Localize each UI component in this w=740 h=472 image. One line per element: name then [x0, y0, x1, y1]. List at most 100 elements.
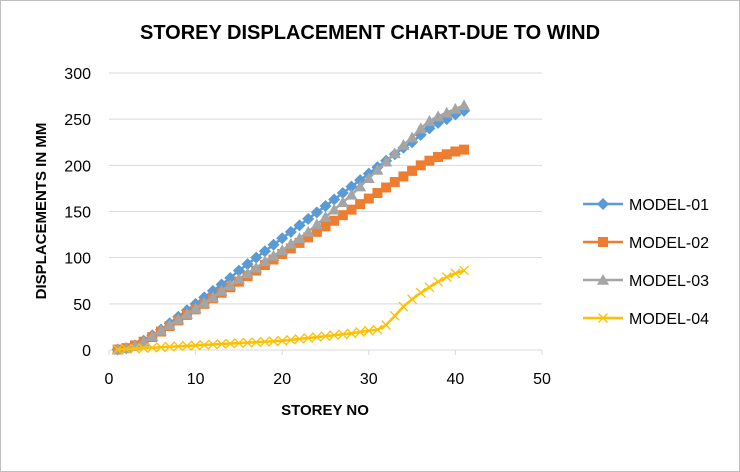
- data-point: [190, 340, 201, 351]
- data-point: [284, 237, 297, 249]
- data-point: [206, 291, 219, 303]
- data-point: [458, 99, 471, 111]
- data-point: [319, 199, 332, 212]
- data-point: [336, 187, 349, 200]
- data-point: [355, 327, 366, 337]
- data-point: [433, 152, 444, 163]
- data-point: [363, 325, 374, 336]
- data-point: [303, 232, 314, 243]
- series-model-02: [112, 144, 470, 355]
- data-point: [233, 338, 244, 349]
- data-point: [329, 215, 340, 226]
- data-point: [398, 171, 409, 182]
- legend-label: MODEL-04: [629, 311, 709, 328]
- data-point: [147, 342, 158, 353]
- x-tick-label: 30: [360, 371, 378, 388]
- legend-marker: [598, 313, 608, 323]
- data-point: [407, 165, 418, 176]
- data-point: [406, 131, 419, 143]
- data-point: [258, 245, 271, 258]
- data-point: [441, 149, 452, 160]
- legend-item: MODEL-04: [583, 311, 709, 328]
- data-point: [189, 302, 202, 314]
- data-point: [320, 331, 331, 342]
- data-point: [138, 343, 149, 354]
- y-tick-label: 0: [82, 343, 91, 360]
- data-point: [337, 210, 348, 221]
- data-point: [388, 147, 401, 159]
- data-point: [389, 176, 400, 187]
- x-tick-label: 0: [105, 371, 114, 388]
- data-point: [224, 279, 237, 291]
- data-point: [424, 282, 435, 293]
- series-model-04: [112, 265, 470, 355]
- series-model-03: [111, 99, 471, 355]
- data-point: [329, 330, 340, 341]
- legend-marker: [597, 274, 609, 285]
- data-point: [310, 206, 323, 219]
- data-point: [397, 139, 410, 150]
- y-tick-label: 300: [64, 66, 91, 83]
- data-point: [180, 307, 193, 319]
- data-point: [414, 122, 427, 134]
- legend-item: MODEL-02: [583, 235, 709, 252]
- data-point: [172, 313, 185, 325]
- data-point: [415, 160, 426, 171]
- data-point: [225, 338, 236, 349]
- y-tick-label: 250: [64, 112, 91, 129]
- data-point: [372, 188, 383, 199]
- data-point: [345, 180, 358, 193]
- data-point: [407, 294, 418, 305]
- data-point: [293, 232, 306, 244]
- x-tick-label: 10: [187, 371, 205, 388]
- data-point: [336, 196, 349, 208]
- data-point: [216, 339, 227, 349]
- gridlines: [109, 72, 542, 305]
- data-point: [137, 335, 150, 347]
- data-point: [173, 341, 184, 352]
- data-point: [285, 334, 296, 345]
- x-tick-label: 50: [533, 371, 551, 388]
- chart-title: STOREY DISPLACEMENT CHART-DUE TO WIND: [140, 22, 600, 44]
- legend-item: MODEL-03: [583, 273, 709, 290]
- data-point: [181, 340, 192, 351]
- data-point: [449, 103, 462, 114]
- legend-marker: [597, 198, 609, 210]
- data-point: [268, 336, 279, 347]
- y-tick-label: 50: [73, 297, 91, 314]
- data-point: [337, 329, 348, 340]
- data-point: [241, 258, 254, 271]
- data-point: [423, 115, 436, 126]
- data-point: [450, 146, 461, 157]
- data-point: [355, 199, 366, 210]
- data-point: [215, 278, 228, 291]
- x-tick-label: 20: [273, 371, 291, 388]
- data-point: [112, 344, 123, 355]
- data-point: [277, 335, 288, 346]
- data-point: [328, 193, 341, 206]
- data-point: [163, 319, 176, 330]
- legend-label: MODEL-01: [629, 197, 709, 214]
- data-point: [207, 339, 218, 350]
- data-point: [381, 320, 392, 331]
- data-point: [432, 110, 445, 122]
- data-point: [250, 261, 263, 273]
- data-point: [415, 287, 426, 298]
- data-point: [293, 219, 306, 232]
- data-point: [362, 172, 375, 184]
- data-point: [121, 344, 132, 355]
- data-point: [232, 264, 245, 277]
- data-point: [199, 339, 210, 350]
- data-point: [381, 182, 392, 193]
- data-point: [267, 249, 280, 261]
- data-point: [251, 337, 262, 348]
- series-line: [117, 269, 465, 351]
- data-point: [354, 180, 367, 192]
- data-point: [302, 225, 315, 237]
- data-point: [440, 106, 453, 118]
- data-point: [424, 155, 435, 166]
- series-model-01: [111, 104, 471, 356]
- data-point: [215, 284, 228, 296]
- data-point: [371, 163, 384, 175]
